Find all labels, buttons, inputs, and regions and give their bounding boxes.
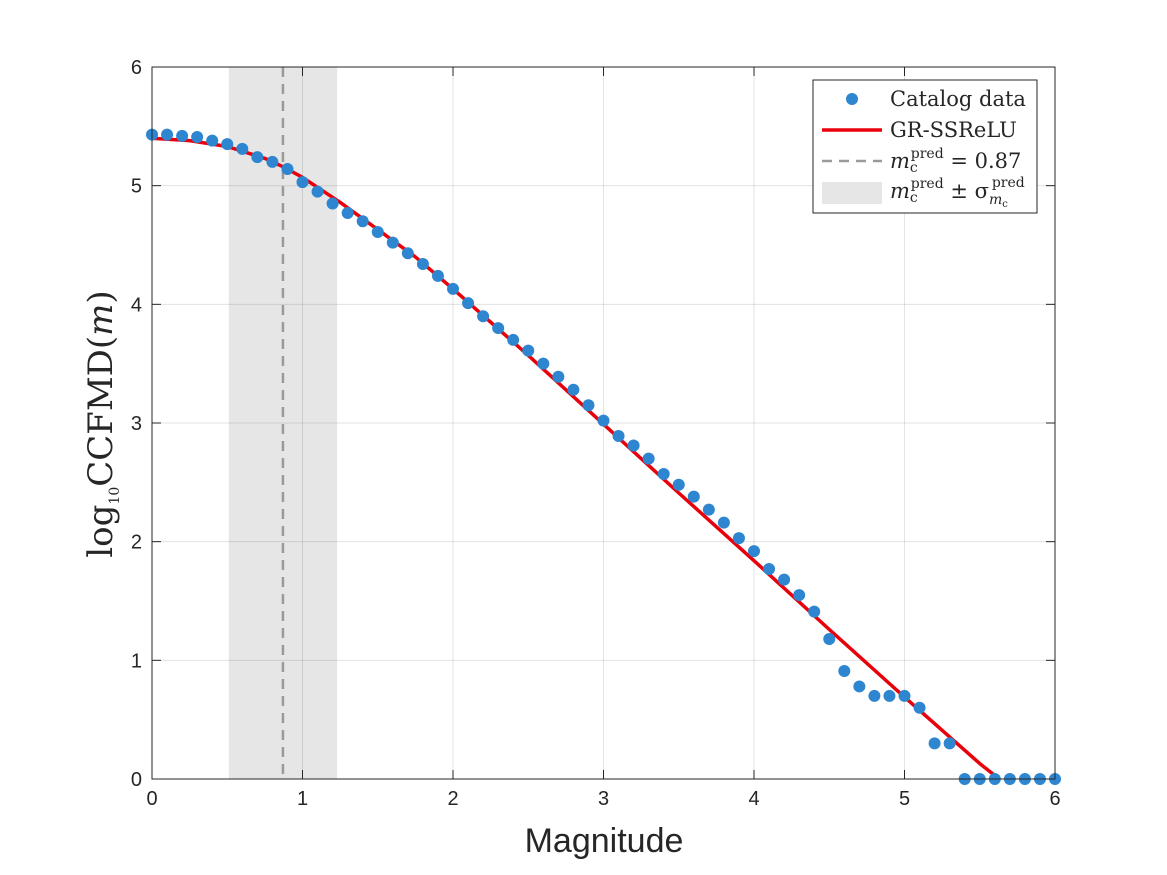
- data-point: [281, 163, 294, 176]
- data-point: [462, 297, 475, 310]
- data-point: [191, 131, 204, 144]
- y-tick-label: 1: [131, 650, 142, 672]
- legend: Catalog data GR-SSReLU mcpred = 0.87 mcp…: [812, 79, 1038, 214]
- data-point: [642, 452, 655, 465]
- data-point: [763, 562, 776, 575]
- data-point: [507, 333, 520, 346]
- y-tick-label: 6: [131, 57, 142, 79]
- data-point: [702, 503, 715, 516]
- x-tick-label: 4: [748, 788, 759, 810]
- x-tick-label: 5: [899, 788, 910, 810]
- data-point: [823, 632, 836, 645]
- data-point: [477, 310, 490, 323]
- data-point: [808, 605, 821, 618]
- y-tick-label: 3: [131, 413, 142, 435]
- data-point: [251, 151, 264, 164]
- data-point: [552, 370, 565, 383]
- data-point: [296, 176, 309, 189]
- data-point: [732, 532, 745, 545]
- tick-marks-and-labels: 0 1 2 3 4 5 6 0 1 2 3 4 5 6: [131, 57, 1061, 810]
- data-point: [401, 247, 414, 260]
- y-axis-label: log10CCFMD(m): [81, 290, 123, 557]
- data-point: [447, 282, 459, 295]
- y-tick-label: 5: [131, 176, 142, 198]
- x-tick-label: 1: [297, 788, 308, 810]
- data-point: [161, 128, 174, 141]
- data-point: [311, 185, 324, 198]
- x-tick-label: 2: [447, 788, 458, 810]
- data-point: [687, 490, 700, 503]
- y-tick-label: 2: [131, 532, 142, 554]
- data-point: [612, 430, 625, 443]
- data-point: [492, 322, 505, 335]
- data-point: [326, 197, 339, 210]
- data-point: [537, 357, 550, 370]
- data-point: [657, 468, 670, 481]
- y-tick-label: 0: [131, 769, 142, 791]
- x-tick-label: 0: [146, 788, 157, 810]
- data-point: [416, 257, 429, 270]
- data-point: [341, 206, 354, 219]
- y-tick-label: 4: [131, 294, 142, 316]
- data-point: [913, 701, 926, 714]
- data-point: [236, 142, 249, 155]
- data-point: [778, 573, 791, 586]
- data-point: [928, 737, 941, 750]
- data-point: [206, 134, 219, 147]
- legend-scatter-marker: [846, 93, 858, 105]
- x-axis-label: Magnitude: [525, 822, 684, 860]
- legend-scatter-label: Catalog data: [890, 87, 1026, 111]
- data-point: [266, 155, 279, 168]
- legend-fit-label: GR-SSReLU: [890, 118, 1017, 142]
- data-point: [522, 344, 535, 357]
- data-point: [748, 545, 760, 558]
- data-point: [431, 269, 444, 282]
- data-point: [793, 589, 806, 602]
- data-point: [567, 383, 580, 396]
- data-point: [672, 478, 685, 491]
- legend-band-swatch: [822, 182, 882, 204]
- mc-band-rect: [228, 67, 338, 779]
- data-point: [838, 665, 851, 678]
- data-point: [853, 680, 866, 693]
- data-point: [943, 737, 956, 750]
- data-point: [898, 689, 911, 702]
- data-point: [356, 215, 369, 228]
- x-tick-label: 6: [1049, 788, 1060, 810]
- data-point: [371, 225, 384, 238]
- legend-mc-label: mcpred = 0.87: [890, 146, 1021, 176]
- data-point: [176, 129, 189, 142]
- x-tick-label: 3: [598, 788, 609, 810]
- data-point: [627, 439, 640, 452]
- data-point: [868, 689, 881, 702]
- data-point: [717, 516, 730, 529]
- legend-band-label: mcpred ± σmcpred: [890, 175, 1025, 210]
- data-point: [582, 399, 595, 412]
- mc-uncertainty-band: [228, 67, 338, 779]
- data-point: [597, 414, 610, 427]
- data-point: [221, 138, 234, 151]
- data-point: [883, 689, 896, 702]
- data-point: [386, 236, 399, 249]
